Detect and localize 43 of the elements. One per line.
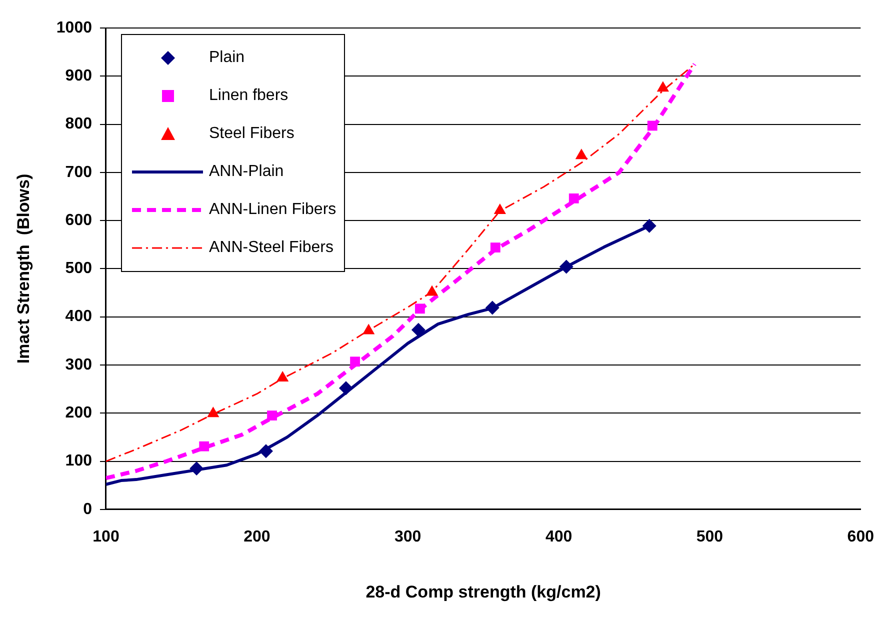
x-tick-label: 200 [244, 528, 270, 546]
y-tick-label: 100 [65, 452, 92, 470]
y-tick-label: 800 [65, 116, 92, 133]
legend-label: ANN-Steel Fibers [208, 239, 334, 257]
y-tick-label: 1000 [56, 19, 92, 36]
y-tick-label: 500 [65, 260, 92, 278]
point [485, 300, 500, 315]
legend-label: ANN-Linen Fibers [208, 201, 336, 219]
point [642, 218, 656, 233]
y-tick-label: 400 [65, 308, 92, 326]
y-tick-label: 0 [83, 500, 92, 518]
y-tick-label: 700 [65, 164, 92, 181]
x-tick-label: 600 [847, 528, 874, 546]
point [190, 461, 204, 476]
x-tick-label: 400 [545, 528, 572, 546]
legend-label: Linen fbers [208, 87, 288, 105]
point [575, 148, 588, 160]
point [647, 120, 658, 131]
point [426, 285, 438, 296]
y-tick-label: 200 [65, 404, 92, 422]
point [338, 381, 353, 396]
point [258, 444, 273, 458]
point [199, 441, 210, 452]
point [559, 260, 574, 274]
point [568, 193, 579, 204]
y-axis-title: Imact Strength (Blows) [14, 174, 33, 364]
legend-label: Plain [208, 49, 245, 67]
point [414, 304, 425, 314]
y-tick-label: 600 [65, 212, 92, 229]
point [350, 356, 360, 367]
x-tick-label: 500 [696, 528, 724, 546]
y-tick-label: 300 [65, 356, 92, 374]
x-tick-label: 100 [92, 528, 120, 546]
point [656, 81, 669, 92]
point [411, 322, 426, 337]
point [490, 242, 500, 252]
point [494, 203, 506, 214]
legend-label: ANN-Plain [208, 163, 284, 181]
point [267, 410, 277, 420]
legend-label: Steel Fibers [208, 125, 294, 143]
x-tick-label: 300 [394, 528, 422, 546]
x-axis-title: 28-d Comp strength (kg/cm2) [366, 582, 601, 602]
y-tick-label: 900 [65, 68, 92, 85]
